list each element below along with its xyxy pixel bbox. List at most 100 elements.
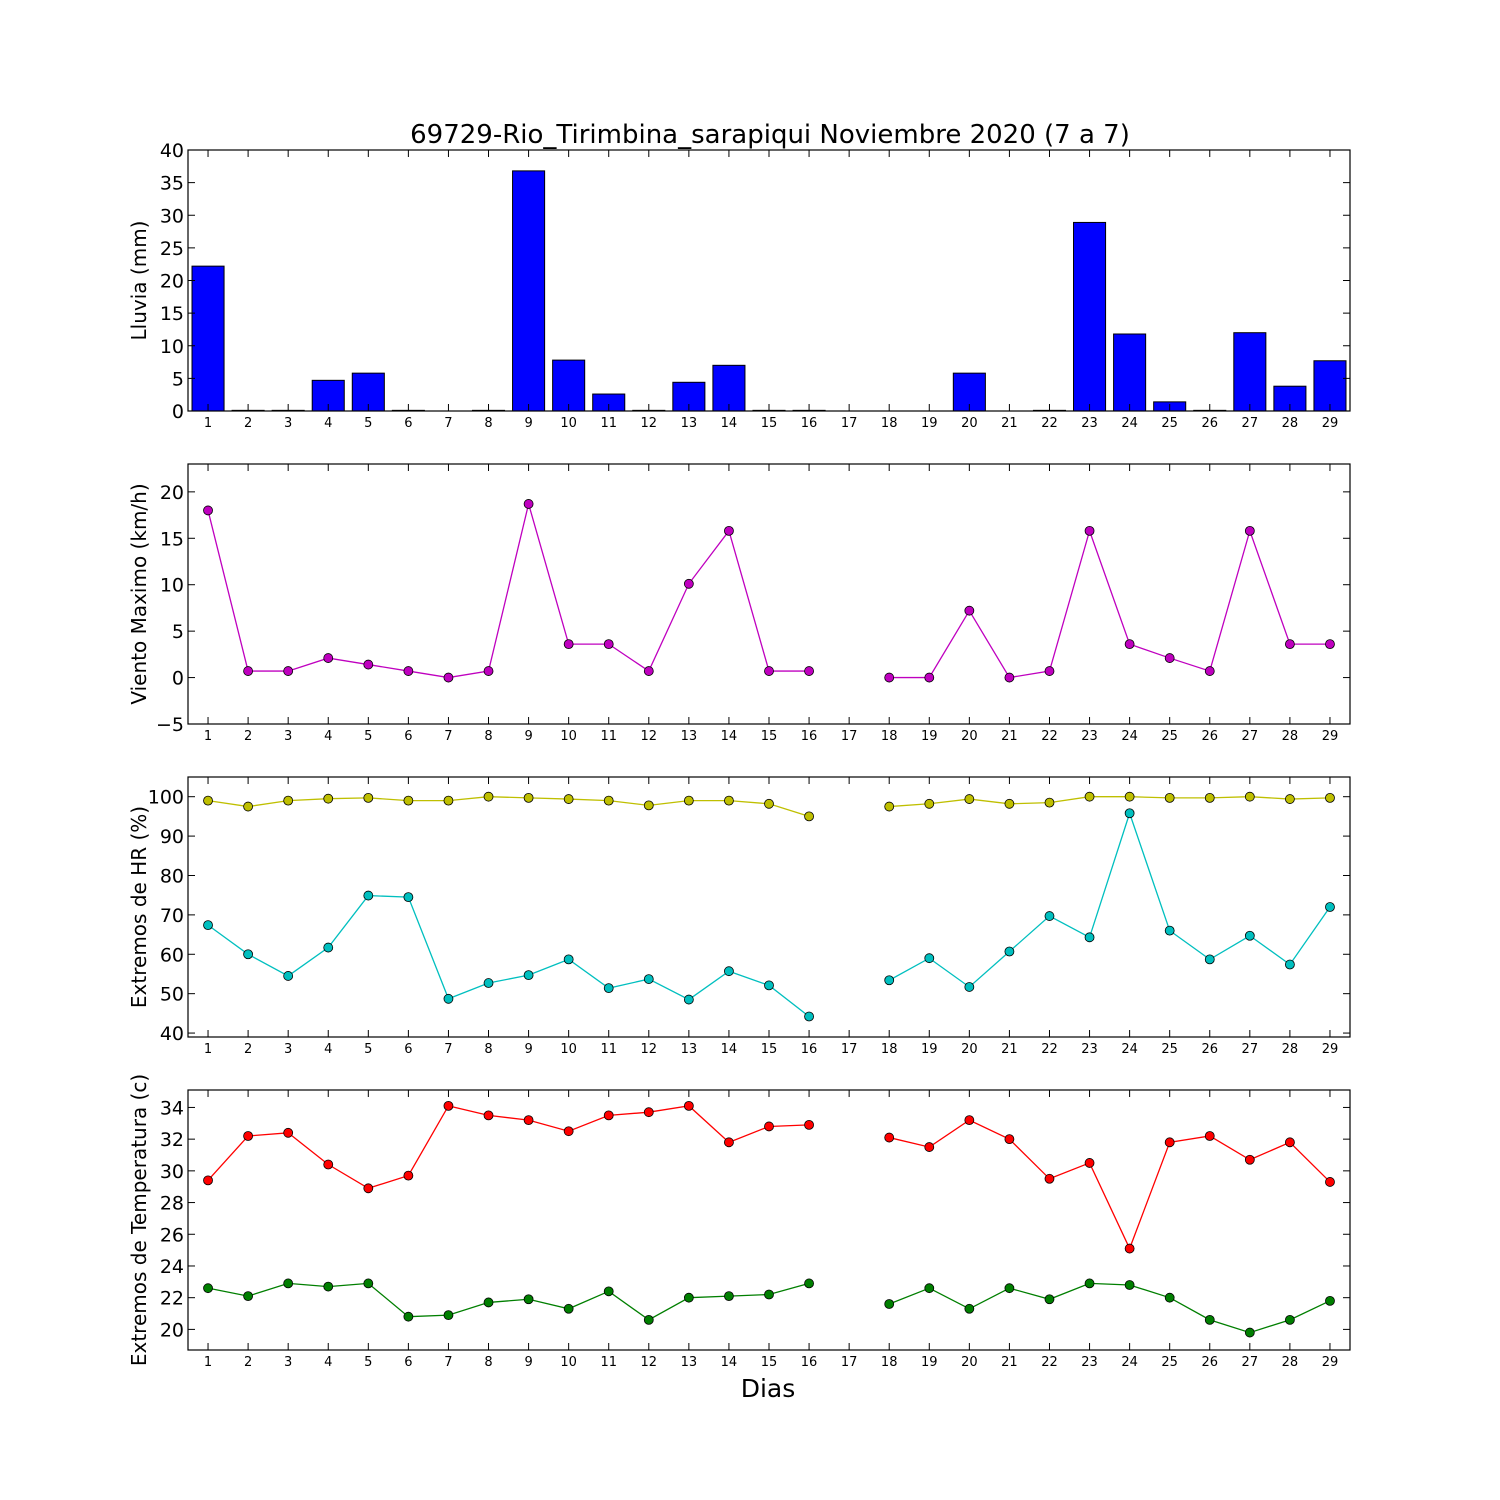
series-1-point-day-3 [283,1127,294,1138]
xtick-label: 6 [404,416,412,431]
series-2-point-day-27 [1244,930,1255,941]
series-2-point-day-13 [683,994,694,1005]
xtick-label: 17 [841,1042,858,1057]
xtick-label: 10 [560,729,577,744]
series-2-point-day-2 [243,1291,254,1301]
xtick-label: 11 [600,1355,617,1370]
series-1-point-day-6 [403,1170,414,1181]
xtick-label: 7 [444,1042,452,1057]
series-2-point-day-11 [603,1286,614,1297]
series-2-point-day-19 [924,1283,935,1294]
xtick-label: 25 [1161,1042,1178,1057]
series-2-point-day-28 [1285,1314,1295,1325]
series-2-point-day-12 [643,974,654,984]
series-1-point-day-10 [563,1126,574,1137]
xtick-label: 8 [484,729,492,744]
xtick-label: 9 [524,1355,532,1370]
series-1-point-day-20 [964,794,975,804]
xtick-label: 7 [444,729,452,744]
series-2-point-day-18 [884,975,895,986]
series-1-point-day-20 [964,605,975,616]
series-2-point-day-23 [1084,932,1095,943]
series-1-point-day-13 [683,578,694,589]
series-1-point-day-24 [1124,1243,1135,1254]
xtick-label: 23 [1081,1355,1098,1370]
series-1-point-day-5 [363,792,374,803]
xtick-label: 27 [1242,1042,1259,1057]
series-1-point-day-23 [1084,525,1095,536]
panel-2-frame [187,463,1351,725]
series-1-point-day-2 [243,666,254,676]
series-1-point-day-12 [643,666,654,676]
xtick-label: 16 [801,729,818,744]
series-1-point-day-8 [483,1110,494,1121]
series-1-point-day-27 [1244,1154,1255,1165]
panel-1-frame [187,149,1351,412]
xtick-label: 3 [284,1355,292,1370]
series-1-point-day-22 [1044,666,1055,676]
ytick-label: 24 [160,1256,184,1278]
series-2-point-day-6 [403,892,414,903]
series-2-point-day-10 [563,954,574,965]
series-1-point-day-11 [603,639,614,650]
xtick-label: 13 [681,1355,698,1370]
xtick-label: 3 [284,1042,292,1057]
series-1-point-day-19 [924,798,935,809]
series-1-line-2 [889,528,1330,679]
ytick-label: 26 [160,1224,184,1246]
panel-2-ylabel: Viento Maximo (km/h) [127,483,151,704]
ytick-label: 5 [172,621,184,643]
series-2-point-day-4 [323,1281,334,1292]
xtick-label: 17 [841,1355,858,1370]
series-1-point-day-29 [1325,792,1335,803]
xtick-label: 3 [284,729,292,744]
xtick-label: 13 [681,416,698,431]
series-1-point-day-4 [323,793,334,804]
series-1-point-day-16 [804,666,814,676]
xtick-label: 19 [921,1042,938,1057]
xtick-label: 21 [1001,729,1018,744]
xtick-label: 2 [244,729,252,744]
xtick-label: 10 [560,416,577,431]
bar-day-24 [1113,333,1147,412]
xtick-label: 26 [1201,729,1218,744]
series-2-point-day-29 [1325,1295,1335,1306]
series-1-point-day-14 [724,525,734,536]
series-2-point-day-28 [1285,959,1295,970]
ytick-label: 34 [160,1097,184,1119]
series-1-line-2 [889,1119,1331,1251]
ytick-label: 15 [160,528,184,550]
series-2-point-day-26 [1204,954,1215,965]
ytick-label: 70 [160,905,184,927]
series-2-point-day-16 [804,1278,814,1289]
xtick-label: 15 [761,416,778,431]
xtick-label: 21 [1001,416,1018,431]
bar-day-23 [1073,221,1107,412]
series-2-point-day-21 [1004,946,1015,957]
xtick-label: 13 [681,1042,698,1057]
series-1-point-day-6 [403,795,414,806]
xtick-label: 25 [1161,416,1178,431]
xtick-label: 29 [1322,416,1339,431]
series-2-point-day-7 [443,993,454,1004]
series-1-point-day-3 [283,795,294,806]
series-2-point-day-3 [283,1278,294,1289]
xtick-label: 7 [444,416,452,431]
chart-title: 69729-Rio_Tirimbina_sarapiqui Noviembre … [410,120,1130,150]
series-1-point-day-23 [1084,791,1095,802]
series-2-point-day-14 [724,966,734,977]
series-1-point-day-6 [403,666,414,676]
series-1-point-day-14 [724,795,734,806]
xtick-label: 18 [881,1355,898,1370]
series-1-point-day-13 [683,795,694,806]
xtick-label: 22 [1041,729,1058,744]
series-1-point-day-15 [764,798,774,809]
xtick-label: 6 [404,1042,412,1057]
xtick-label: 14 [721,416,738,431]
xtick-label: 5 [364,416,372,431]
series-1-point-day-11 [603,1110,614,1121]
xtick-label: 23 [1081,1042,1098,1057]
xtick-label: 25 [1161,1355,1178,1370]
xtick-label: 16 [801,416,818,431]
